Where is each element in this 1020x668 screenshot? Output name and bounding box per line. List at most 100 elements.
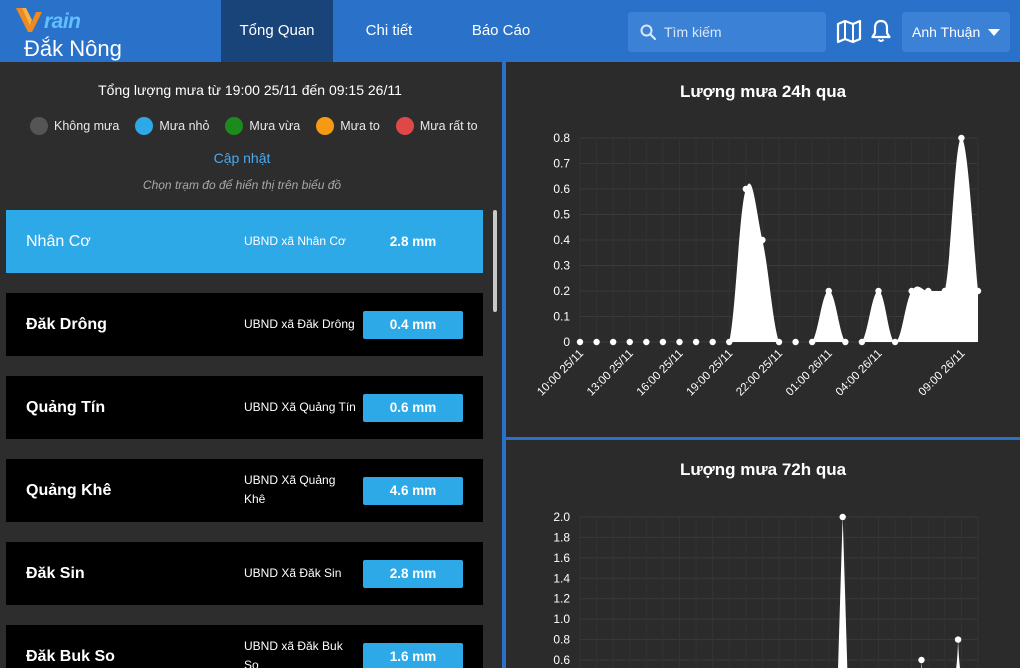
data-point[interactable] [925,287,932,295]
station-org: UBND xã Đăk Buk So [244,639,343,668]
legend-dot [225,117,244,135]
rainfall-summary: Tổng lượng mưa từ 19:00 25/11 đến 09:15 … [98,82,402,98]
rainfall-spike [956,639,960,668]
map-icon[interactable] [836,18,862,44]
y-tick-label: 0.8 [553,633,570,647]
x-tick-label: 22:00 25/11 [734,348,785,399]
station-org: UBND Xã Đăk Sin [244,566,342,580]
y-tick-label: 1.6 [553,551,570,565]
y-tick-label: 2.0 [553,510,570,524]
station-rainfall: 2.8 mm [389,234,437,249]
y-tick-label: 0.1 [553,310,570,324]
chart-24h-title: Lượng mưa 24h qua [679,82,847,101]
y-tick-label: 0.6 [553,653,570,667]
station-rainfall: 1.6 mm [363,643,463,668]
data-point[interactable] [775,338,783,346]
station-row[interactable]: Đăk Buk So UBND xã Đăk Buk So 1.6 mm [6,625,483,668]
station-name: Đăk Buk So [26,648,115,665]
station-row[interactable]: Nhân Cơ UBND xã Nhân Cơ 2.8 mm [6,210,483,273]
data-point[interactable] [759,236,766,244]
y-tick-label: 0.8 [553,131,570,145]
station-name: Đăk Sin [26,565,85,582]
data-point[interactable] [875,287,882,295]
y-tick-label: 0.3 [553,259,570,273]
x-tick-label: 04:00 26/11 [834,348,885,399]
panel-divider [502,62,506,668]
data-point[interactable] [692,338,700,346]
legend-item: Mưa nhỏ [135,117,209,135]
station-org: UBND xã Đăk Drông [244,317,355,331]
station-org: UBND xã Nhân Cơ [244,234,346,248]
y-tick-label: 0.4 [553,233,570,247]
station-rainfall: 0.6 mm [363,394,463,422]
station-row[interactable]: Quảng Tín UBND Xã Quảng Tín 0.6 mm [6,376,483,439]
data-point[interactable] [918,656,925,664]
legend-dot [316,117,335,135]
chart-72h-title: Lượng mưa 72h qua [679,460,847,479]
data-point[interactable] [908,287,915,295]
x-tick-label: 10:00 25/11 [535,348,586,399]
data-point[interactable] [643,338,650,346]
data-point[interactable] [726,338,733,346]
logo-v-icon [16,8,42,32]
data-point[interactable] [709,338,716,346]
search-icon [640,24,656,40]
data-point[interactable] [659,338,667,346]
data-point[interactable] [676,338,683,346]
data-point[interactable] [891,338,899,346]
x-tick-label: 19:00 25/11 [685,348,736,399]
bell-icon[interactable] [868,18,894,44]
data-point[interactable] [839,513,846,521]
data-point[interactable] [825,287,832,295]
search-box[interactable] [628,12,826,52]
tab-tong-quan[interactable]: Tổng Quan [221,0,333,62]
scroll-thumb[interactable] [493,210,497,312]
rainfall-spike [838,517,848,668]
legend-label: Mưa rất to [419,119,478,133]
data-point[interactable] [941,287,949,295]
province-name: Đắk Nông [24,36,122,61]
logo-text: rain [44,10,81,33]
y-tick-label: 0 [563,335,570,349]
data-point[interactable] [842,338,849,346]
y-tick-label: 1.0 [553,612,570,626]
legend-label: Mưa to [340,119,380,133]
station-row[interactable]: Quảng Khê UBND Xã Quảng Khê 4.6 mm [6,459,483,522]
y-tick-label: 1.4 [553,571,570,585]
y-tick-label: 0.5 [553,208,570,222]
data-point[interactable] [576,338,584,346]
station-list-scrollbar[interactable] [492,210,498,666]
chart-divider [506,437,1020,440]
station-rainfall: 2.8 mm [363,560,463,588]
station-row[interactable]: Đăk Sin UBND Xã Đăk Sin 2.8 mm [6,542,483,605]
data-point[interactable] [858,338,866,346]
update-link[interactable]: Cập nhật [213,150,271,166]
vrain-logo[interactable]: rain Đắk Nông [14,4,214,61]
legend-item: Không mưa [30,117,119,135]
x-tick-label: 16:00 25/11 [635,348,686,399]
station-name: Nhân Cơ [26,233,91,250]
data-point[interactable] [593,338,600,346]
user-menu[interactable]: Anh Thuận [902,12,1010,52]
tab-chi-tiet[interactable]: Chi tiết [365,22,413,39]
station-panel: Tổng lượng mưa từ 19:00 25/11 đến 09:15 … [0,62,502,668]
y-tick-label: 1.8 [553,530,570,544]
search-input[interactable] [664,12,819,52]
station-row[interactable]: Đăk Drông UBND xã Đăk Drông 0.4 mm [6,293,483,356]
data-point[interactable] [742,185,750,193]
data-point[interactable] [808,338,816,346]
data-point[interactable] [954,636,962,643]
data-point[interactable] [958,134,965,142]
data-point[interactable] [792,338,799,346]
chart-72h-panel: Lượng mưa 72h qua 0.6 0.8 1.0 1.2 1.4 1.6 1.8 2… [506,440,1020,668]
data-point[interactable] [626,338,633,346]
chart-hint: Chọn trạm đo để hiển thị trên biểu đồ [142,178,342,192]
y-tick-label: 0.7 [553,157,570,171]
legend-item: Mưa rất to [395,117,478,135]
tab-bao-cao[interactable]: Báo Cáo [471,22,531,39]
y-tick-label: 0.6 [553,182,570,196]
rain-legend: Không mưa Mưa nhỏ Mưa vừa Mưa to Mưa rất… [30,116,494,136]
data-point[interactable] [609,338,617,346]
data-point[interactable] [974,287,982,295]
legend-dot [135,117,154,135]
